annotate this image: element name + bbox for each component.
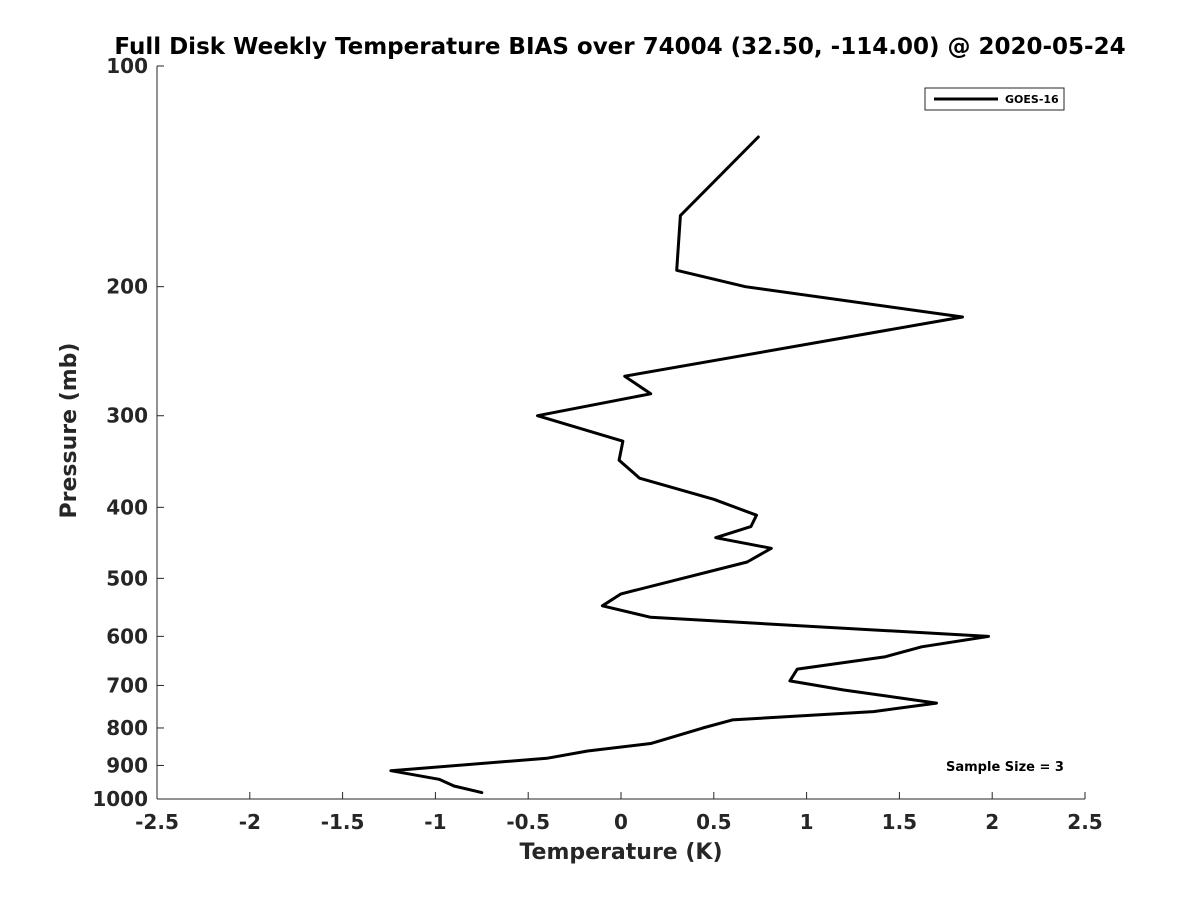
- y-axis-ticks: 100 200 300 400 500 600 700 800 900 1000: [92, 54, 164, 811]
- x-tick-label: 2.5: [1067, 810, 1102, 834]
- y-tick-label: 900: [106, 753, 148, 777]
- x-tick-label: -0.5: [506, 810, 550, 834]
- x-tick-label: 1: [800, 810, 814, 834]
- y-tick-label: 400: [106, 495, 148, 519]
- x-tick-label: 0.5: [696, 810, 731, 834]
- x-axis-title: Temperature (K): [519, 840, 722, 865]
- legend-label-goes-16: GOES-16: [1005, 93, 1059, 106]
- legend: GOES-16: [924, 87, 1065, 111]
- series-line-goes-16: [389, 135, 990, 795]
- x-tick-label: 0: [614, 810, 628, 834]
- y-tick-label: 300: [106, 404, 148, 428]
- x-tick-label: -2.5: [135, 810, 179, 834]
- y-tick-label: 500: [106, 566, 148, 590]
- y-tick-label: 1000: [92, 787, 148, 811]
- y-axis-title: Pressure (mb): [57, 343, 82, 519]
- y-tick-label: 600: [106, 624, 148, 648]
- chart-title: Full Disk Weekly Temperature BIAS over 7…: [114, 34, 1125, 60]
- x-tick-label: -1: [424, 810, 446, 834]
- x-tick-label: 1.5: [882, 810, 917, 834]
- y-tick-label: 700: [106, 673, 148, 697]
- x-tick-label: -1.5: [321, 810, 365, 834]
- plot-frame: [156, 66, 1085, 800]
- y-tick-label: 800: [106, 716, 148, 740]
- series-group: [389, 135, 990, 795]
- y-tick-label: 200: [106, 275, 148, 299]
- x-tick-label: -2: [239, 810, 261, 834]
- x-axis-ticks: -2.5 -2 -1.5 -1 -0.5 0 0.5 1 1.5 2 2.5: [135, 792, 1103, 834]
- x-tick-label: 2: [985, 810, 999, 834]
- y-tick-label: 100: [106, 54, 148, 78]
- sample-size-annotation: Sample Size = 3: [946, 760, 1064, 775]
